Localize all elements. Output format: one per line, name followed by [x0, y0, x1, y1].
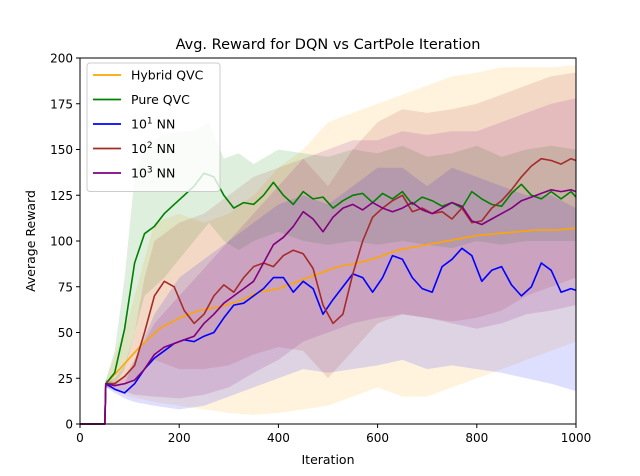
line-pure-qvc — [80, 172, 577, 425]
line-10-1-nn — [80, 247, 577, 425]
line-hybrid-qvc — [80, 227, 577, 425]
x-tick-label: 200 — [168, 431, 191, 445]
band-10-3-nn — [80, 98, 576, 425]
legend-label-pure-qvc: Pure QVC — [131, 92, 190, 107]
chart-title: Avg. Reward for DQN vs CartPole Iteratio… — [176, 37, 481, 53]
confidence-bands — [80, 65, 576, 425]
legend-label-hybrid-qvc: Hybrid QVC — [131, 68, 204, 83]
x-tick-label: 1000 — [561, 431, 592, 445]
x-tick-label: 800 — [465, 431, 488, 445]
band-pure-qvc — [80, 122, 576, 424]
y-tick-label: 125 — [50, 189, 73, 203]
x-axis-ticks: 0 200 400 600 800 1000 — [76, 424, 591, 445]
line-10-2-nn — [80, 157, 577, 425]
legend-label-10-1-nn: 101 NN — [131, 117, 175, 132]
y-tick-label: 50 — [58, 326, 73, 340]
legend: Hybrid QVC Pure QVC 101 NN 102 NN 103 NN — [86, 62, 221, 192]
legend-box — [86, 62, 221, 192]
legend-label-10-2-nn: 102 NN — [131, 141, 175, 156]
x-tick-label: 400 — [267, 431, 290, 445]
band-hybrid-qvc — [80, 65, 576, 425]
x-tick-label: 0 — [76, 431, 84, 445]
line-10-3-nn — [80, 189, 577, 425]
y-tick-label: 100 — [50, 235, 73, 249]
y-tick-label: 200 — [50, 52, 73, 66]
x-axis-label: Iteration — [301, 452, 354, 467]
y-tick-label: 175 — [50, 97, 73, 111]
y-tick-label: 150 — [50, 143, 73, 157]
y-axis-ticks: 0 25 50 75 100 125 150 175 200 — [50, 52, 80, 432]
y-tick-label: 25 — [58, 372, 73, 386]
y-tick-label: 0 — [65, 418, 73, 432]
band-10-1-nn — [80, 167, 576, 425]
y-tick-label: 75 — [58, 280, 73, 294]
legend-label-10-3-nn: 103 NN — [131, 166, 175, 181]
x-tick-label: 600 — [366, 431, 389, 445]
y-axis-label: Average Reward — [23, 190, 38, 292]
series-lines — [80, 157, 577, 425]
